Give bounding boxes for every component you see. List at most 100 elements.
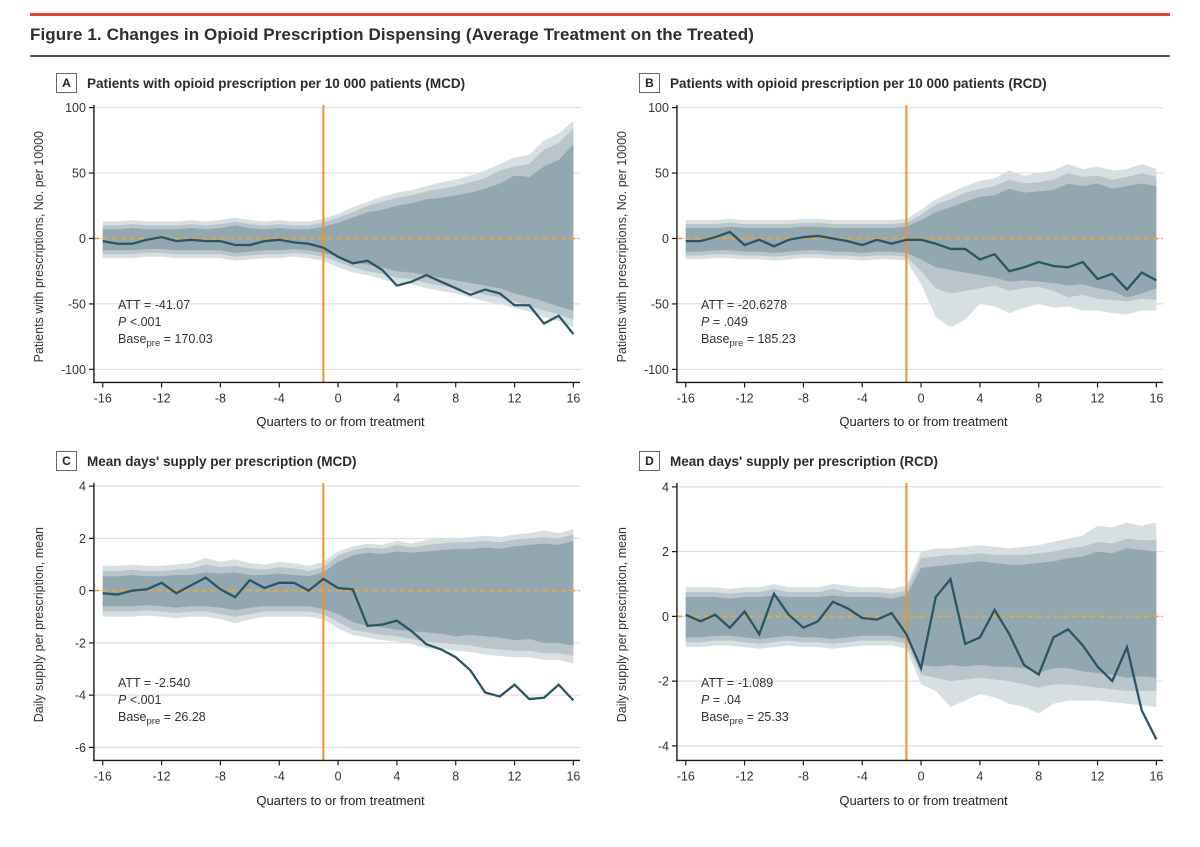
svg-text:100: 100 (65, 101, 86, 115)
p-value: P = .04 (701, 693, 741, 708)
svg-text:-4: -4 (274, 391, 285, 405)
confidence-bands (102, 120, 574, 328)
svg-text:8: 8 (1035, 391, 1042, 405)
panel-d-letter: D (639, 451, 660, 472)
att-value: ATT = -2.540 (118, 676, 191, 691)
panel-d: D Mean days' supply per prescription (RC… (613, 445, 1170, 808)
confidence-bands (102, 529, 574, 665)
tick-labels: 100 50 0 -50 -100 -16 -12 -8 -4 0 4 8 12 16 (644, 101, 1163, 405)
svg-text:-2: -2 (75, 637, 86, 651)
svg-text:0: 0 (662, 610, 669, 624)
svg-text:0: 0 (335, 391, 342, 405)
att-estimate-line (102, 236, 575, 335)
panel-b-letter: B (639, 73, 660, 93)
svg-text:8: 8 (452, 391, 459, 405)
panel-b-chart: 100 50 0 -50 -100 -16 -12 -8 -4 0 4 8 12 16 (644, 101, 1164, 405)
p-value: P <.001 (118, 315, 162, 329)
svg-text:-12: -12 (153, 391, 171, 405)
att-estimate-line (685, 577, 1158, 741)
axes (88, 104, 581, 388)
svg-text:0: 0 (918, 770, 925, 784)
panel-a-ylabel: Patients with prescriptions, No. per 100… (32, 130, 46, 362)
panel-b-annotation: ATT = -20.6278 P = .049 Basepre = 185.23 (701, 297, 796, 352)
svg-text:8: 8 (452, 770, 459, 784)
top-red-rule (30, 13, 1170, 16)
svg-text:50: 50 (655, 167, 669, 181)
svg-text:2: 2 (79, 532, 86, 546)
panel-c-xlabel: Quarters to or from treatment (256, 792, 425, 808)
base-value: Basepre = 26.28 (118, 710, 206, 728)
svg-text:-4: -4 (857, 770, 868, 784)
svg-text:4: 4 (976, 391, 983, 405)
svg-text:-12: -12 (153, 770, 171, 784)
panel-b-body: Patients with prescriptions, No. per 100… (613, 97, 1170, 429)
panel-d-chart: 4 2 0 -2 -4 -16 -12 -8 -4 0 4 8 12 16 (658, 481, 1164, 784)
tick-labels: 4 2 0 -2 -4 -6 -16 -12 -8 -4 0 4 8 12 16 (75, 480, 581, 784)
svg-text:-12: -12 (736, 770, 754, 784)
svg-text:16: 16 (1149, 770, 1163, 784)
panel-c-chart: 4 2 0 -2 -4 -6 -16 -12 -8 -4 0 4 8 12 16 (75, 480, 581, 784)
svg-text:4: 4 (393, 770, 400, 784)
panel-a-header: A Patients with opioid prescription per … (56, 73, 587, 93)
svg-text:-16: -16 (677, 391, 695, 405)
svg-text:0: 0 (335, 770, 342, 784)
att-value: ATT = -20.6278 (701, 298, 788, 312)
axes (671, 104, 1164, 388)
svg-text:-8: -8 (798, 770, 809, 784)
panel-c-annotation: ATT = -2.540 P <.001 Basepre = 26.28 (118, 675, 206, 730)
svg-text:-4: -4 (658, 740, 669, 754)
confidence-bands (685, 522, 1157, 714)
svg-text:16: 16 (1149, 391, 1163, 405)
panel-d-xlabel: Quarters to or from treatment (839, 792, 1008, 808)
axes (88, 483, 581, 766)
att-estimate-line (685, 230, 1157, 292)
svg-text:12: 12 (1091, 391, 1105, 405)
svg-text:4: 4 (393, 391, 400, 405)
tick-labels: 100 50 0 -50 -100 -16 -12 -8 -4 0 4 8 12 16 (61, 101, 580, 405)
att-value: ATT = -1.089 (701, 676, 774, 691)
svg-text:0: 0 (79, 585, 86, 599)
panel-a-body: Patients with prescriptions, No. per 100… (30, 97, 587, 429)
svg-text:-8: -8 (215, 770, 226, 784)
svg-text:-50: -50 (651, 297, 669, 311)
panel-b-title: Patients with opioid prescription per 10… (670, 75, 1047, 91)
svg-text:-8: -8 (215, 391, 226, 405)
att-value: ATT = -41.07 (118, 298, 191, 312)
svg-text:-16: -16 (677, 770, 695, 784)
base-value: Basepre = 185.23 (701, 332, 796, 349)
panel-c-title: Mean days' supply per prescription (MCD) (87, 453, 357, 469)
panel-d-title: Mean days' supply per prescription (RCD) (670, 453, 939, 469)
svg-text:0: 0 (662, 232, 669, 246)
svg-text:16: 16 (566, 770, 580, 784)
svg-text:12: 12 (1091, 770, 1105, 784)
p-value: P = .049 (701, 315, 748, 329)
panel-d-header: D Mean days' supply per prescription (RC… (639, 451, 1170, 472)
panel-d-body: Daily supply per prescription, mean 4 2 0 -… (613, 475, 1170, 808)
figure-container: Figure 1. Changes in Opioid Prescription… (0, 13, 1200, 808)
panel-b-ylabel: Patients with prescriptions, No. per 100… (615, 130, 629, 362)
svg-text:4: 4 (662, 481, 669, 495)
svg-text:2: 2 (662, 546, 669, 560)
svg-text:8: 8 (1035, 770, 1042, 784)
svg-text:-12: -12 (736, 391, 754, 405)
p-value: P <.001 (118, 693, 162, 708)
svg-text:50: 50 (72, 167, 86, 181)
svg-text:-6: -6 (75, 741, 86, 755)
svg-text:-16: -16 (94, 770, 112, 784)
title-divider-rule (30, 55, 1170, 57)
panel-c-header: C Mean days' supply per prescription (MC… (56, 451, 587, 472)
panel-a-title: Patients with opioid prescription per 10… (87, 75, 466, 91)
svg-text:-100: -100 (61, 363, 86, 377)
svg-text:-50: -50 (68, 297, 86, 311)
panel-c-ylabel: Daily supply per prescription, mean (32, 526, 46, 723)
axes (671, 483, 1164, 766)
svg-text:-8: -8 (798, 391, 809, 405)
svg-text:-4: -4 (857, 391, 868, 405)
panel-a-annotation: ATT = -41.07 P <.001 Basepre = 170.03 (118, 297, 213, 352)
panel-a-letter: A (56, 73, 77, 93)
svg-text:4: 4 (79, 480, 86, 494)
base-value: Basepre = 25.33 (701, 710, 789, 728)
svg-text:12: 12 (508, 770, 522, 784)
svg-text:16: 16 (566, 391, 580, 405)
panel-b-header: B Patients with opioid prescription per … (639, 73, 1170, 93)
